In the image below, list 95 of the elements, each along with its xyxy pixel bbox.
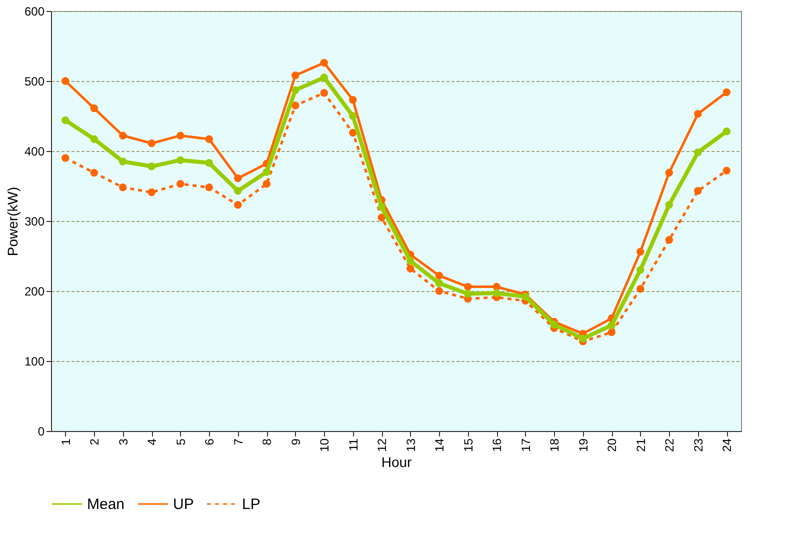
point	[262, 168, 270, 176]
point	[205, 135, 213, 143]
point	[176, 156, 184, 164]
x-tick-label: 24	[720, 438, 734, 452]
point	[492, 282, 500, 291]
point	[636, 285, 644, 293]
x-tick-label: 10	[318, 438, 332, 452]
point	[205, 159, 213, 167]
point	[148, 139, 156, 148]
point	[435, 272, 443, 280]
point	[694, 148, 702, 156]
point	[349, 128, 357, 137]
point	[62, 77, 70, 85]
point	[90, 104, 98, 112]
point	[406, 257, 414, 265]
point	[320, 89, 328, 97]
x-tick-label: 20	[605, 438, 620, 452]
point	[176, 180, 184, 188]
point	[579, 334, 587, 342]
x-tick-label: 8	[260, 438, 274, 446]
point	[435, 279, 443, 288]
point	[176, 132, 184, 140]
legend-label: Mean	[87, 496, 125, 513]
x-tick-label: 9	[288, 438, 303, 446]
point	[435, 287, 443, 295]
point	[148, 188, 156, 196]
point	[234, 174, 242, 182]
y-tick-label: 400	[24, 144, 45, 158]
point	[665, 236, 673, 244]
point	[464, 282, 472, 291]
y-tick-label: 500	[24, 74, 45, 88]
legend-label: LP	[242, 496, 260, 513]
point	[608, 328, 616, 336]
point	[665, 201, 673, 209]
x-axis-title: Hour	[381, 454, 412, 470]
point	[550, 320, 558, 328]
point	[292, 102, 300, 110]
x-tick-label: 17	[518, 438, 533, 452]
point	[119, 158, 127, 166]
point	[665, 168, 673, 177]
point	[292, 72, 300, 80]
point	[406, 264, 414, 272]
point	[636, 248, 644, 256]
point	[320, 74, 328, 82]
point	[205, 184, 213, 192]
y-tick-label: 200	[24, 284, 45, 298]
x-tick-label: 18	[548, 438, 562, 452]
point	[722, 166, 730, 174]
point	[378, 203, 386, 211]
point	[90, 135, 98, 143]
point	[694, 110, 702, 118]
point	[320, 58, 328, 67]
x-tick-label: 19	[576, 438, 590, 452]
x-tick-label: 14	[432, 438, 447, 452]
x-tick-label: 16	[490, 438, 504, 452]
y-axis-title: Power(kW)	[4, 186, 20, 256]
x-tick-label: 4	[145, 438, 160, 446]
x-tick-label: 3	[116, 438, 130, 446]
x-tick-label: 7	[231, 438, 246, 446]
x-tick-label: 22	[662, 438, 677, 452]
y-tick-label: 600	[24, 4, 45, 18]
point	[119, 132, 127, 140]
point	[148, 162, 156, 170]
point	[464, 290, 472, 298]
point	[234, 187, 242, 195]
x-tick-label: 2	[88, 438, 102, 446]
point	[722, 128, 730, 136]
point	[262, 180, 270, 188]
point	[234, 201, 242, 209]
x-tick-label: 21	[634, 438, 648, 452]
x-tick-label: 15	[461, 438, 476, 452]
y-tick-label: 0	[38, 424, 45, 438]
y-tick-label: 300	[24, 214, 45, 228]
legend-label: UP	[173, 496, 194, 513]
point	[119, 184, 127, 192]
point	[378, 214, 386, 222]
point	[62, 154, 70, 162]
x-tick-label: 11	[346, 438, 360, 451]
point	[90, 168, 98, 177]
point	[608, 321, 616, 330]
x-tick-label: 5	[174, 438, 188, 446]
point	[492, 289, 500, 297]
point	[349, 112, 357, 120]
x-tick-label: 1	[58, 438, 73, 446]
point	[349, 96, 357, 104]
point	[694, 187, 702, 195]
x-tick-label: 13	[404, 438, 418, 452]
point	[62, 116, 70, 124]
y-tick-label: 100	[24, 354, 45, 368]
x-tick-label: 23	[691, 438, 706, 452]
point	[292, 86, 300, 94]
x-tick-label: 12	[375, 438, 390, 452]
point	[636, 266, 644, 274]
x-tick-label: 6	[202, 438, 217, 446]
point	[722, 88, 730, 96]
